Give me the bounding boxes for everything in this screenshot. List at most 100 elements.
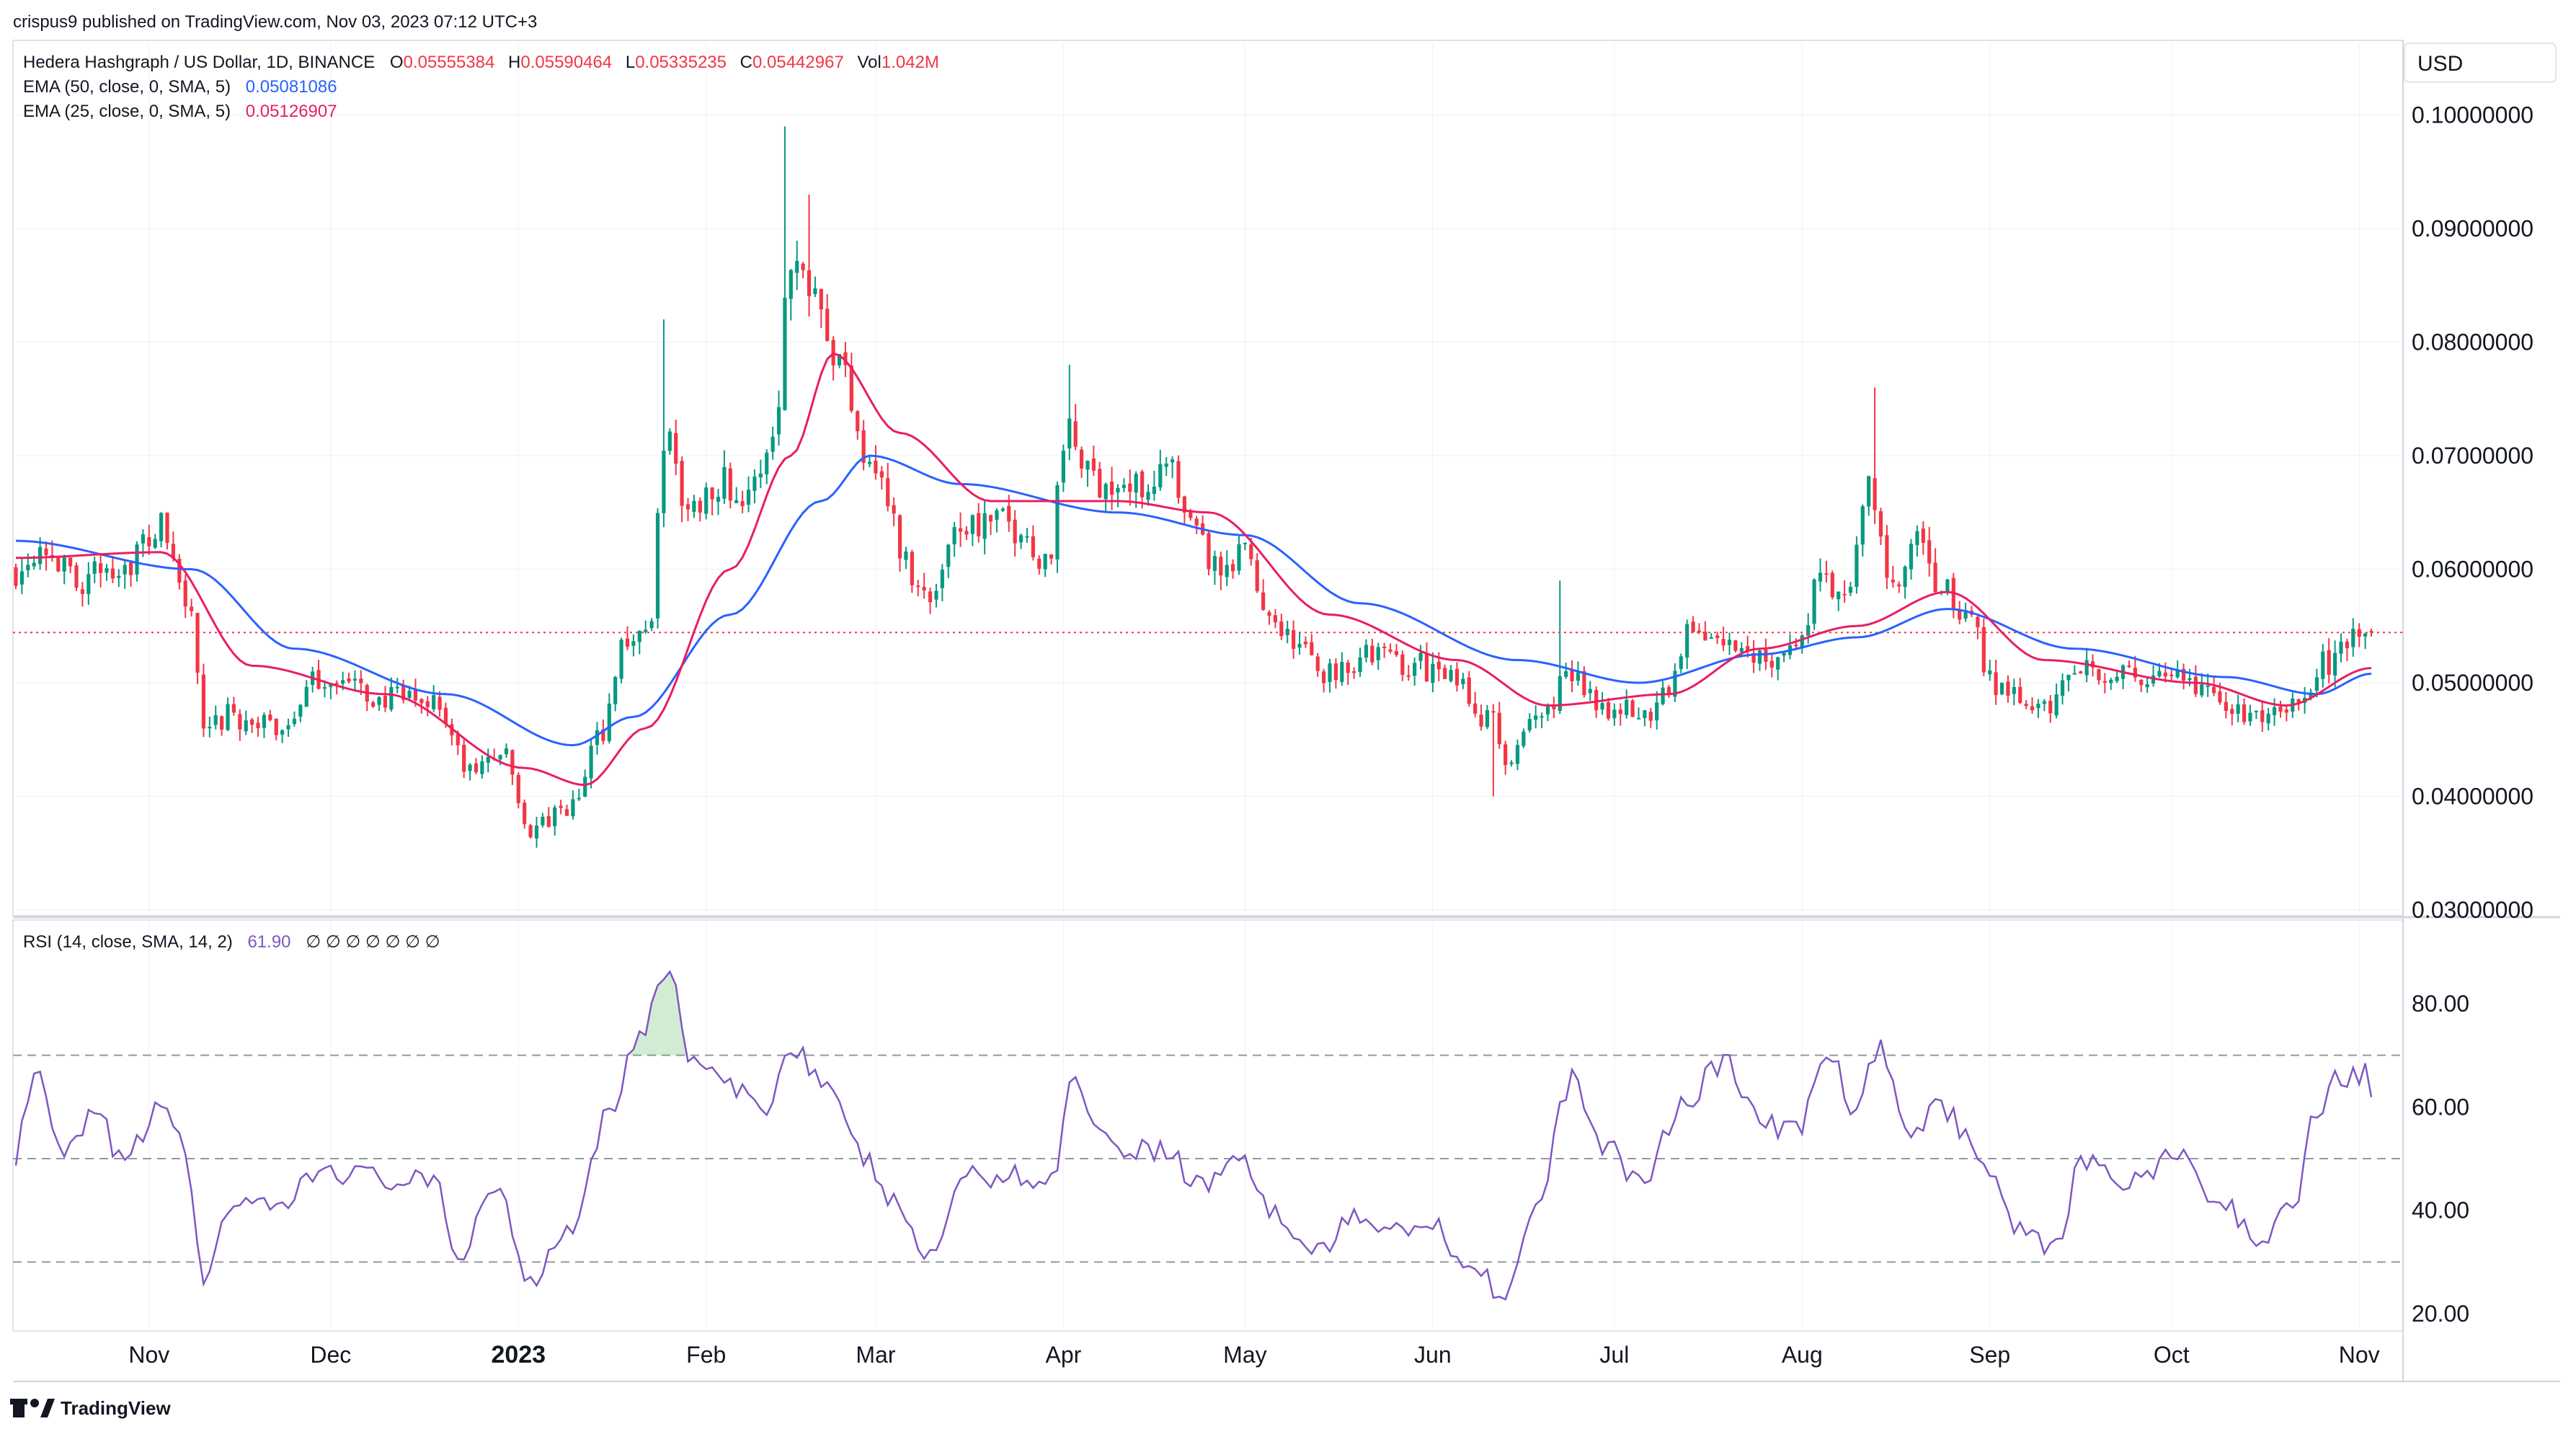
candle-body xyxy=(2175,670,2180,678)
candle-body xyxy=(1994,672,1998,696)
candle-body xyxy=(1666,687,1671,695)
time-tick-label-3: Feb xyxy=(686,1342,726,1368)
candle-body xyxy=(1540,716,1544,718)
candle-body xyxy=(371,702,376,707)
candle-body xyxy=(849,366,853,411)
candle-body xyxy=(474,763,479,773)
candle-body xyxy=(401,685,406,700)
candle-body xyxy=(1261,592,1266,610)
time-axis: Nov Dec 2023 Feb Mar Apr May Jun Jul Aug Sep Oct Nov xyxy=(128,1341,2379,1368)
candle-body xyxy=(190,606,194,611)
candle-body xyxy=(1073,421,1078,447)
candle-body xyxy=(443,707,448,725)
price-tick-label-4: 0.06000000 xyxy=(2412,557,2533,583)
price-tick-label-6: 0.04000000 xyxy=(2412,784,2533,810)
currency-button[interactable]: USD xyxy=(2404,43,2557,83)
open-label: O xyxy=(390,53,404,72)
candle-body xyxy=(286,725,290,730)
candle-body xyxy=(1249,544,1253,559)
currency-button-label[interactable]: USD xyxy=(2417,52,2463,76)
candle-body xyxy=(1751,652,1756,663)
candle-body xyxy=(2272,707,2277,715)
candle-body xyxy=(722,466,727,499)
time-tick-label-11: Oct xyxy=(2154,1342,2190,1368)
candle-body xyxy=(135,544,139,575)
candle-body xyxy=(432,695,436,709)
candle-body xyxy=(2218,691,2222,703)
candle-body xyxy=(1836,591,1841,600)
candle-body xyxy=(1091,458,1096,471)
price-axis: 0.10000000 0.09000000 0.08000000 0.07000000… xyxy=(2412,102,2533,924)
candle-body xyxy=(419,699,424,704)
candle-body xyxy=(1661,687,1665,704)
candle-body xyxy=(2236,704,2240,714)
candle-body xyxy=(758,473,763,478)
candle-body xyxy=(1079,449,1084,469)
candle-body xyxy=(2139,679,2144,686)
candle-body xyxy=(892,505,896,514)
candle-body xyxy=(2211,686,2216,694)
time-tick-label-7: Jun xyxy=(1414,1342,1452,1368)
candle-body xyxy=(516,774,520,804)
time-tick-label-4: Mar xyxy=(856,1342,895,1368)
candle-body xyxy=(1279,621,1284,637)
candle-body xyxy=(2314,677,2319,691)
candle-body xyxy=(704,487,709,514)
candle-body xyxy=(1558,676,1562,712)
candle-body xyxy=(1636,717,1641,720)
candle-body xyxy=(1491,711,1496,713)
candle-body xyxy=(220,716,224,730)
candle-body xyxy=(1303,642,1308,645)
candle-body xyxy=(413,689,418,701)
currency-button-bg[interactable] xyxy=(2404,43,2557,83)
candle-body xyxy=(2363,633,2368,637)
candle-body xyxy=(546,815,551,827)
candle-body xyxy=(2321,651,2325,679)
candle-body xyxy=(1824,573,1829,575)
candle-body xyxy=(1746,646,1750,651)
candle-body xyxy=(1545,706,1550,714)
candle-body xyxy=(2266,713,2270,724)
candle-body xyxy=(946,544,951,567)
candle-body xyxy=(74,565,79,588)
candle-body xyxy=(1794,645,1798,647)
candle-body xyxy=(1237,544,1241,571)
candle-body xyxy=(1122,485,1126,488)
candle-body xyxy=(1067,418,1072,448)
candle-body xyxy=(347,678,351,682)
candle-body xyxy=(1933,562,1937,593)
candle-body xyxy=(928,591,933,603)
rsi-tick-label-1: 60.00 xyxy=(2412,1094,2469,1120)
candle-body xyxy=(1400,654,1405,676)
candle-body xyxy=(867,461,872,464)
candle-body xyxy=(244,720,248,732)
candle-body xyxy=(1769,660,1774,668)
candle-body xyxy=(1467,677,1471,704)
time-tick-label-12: Nov xyxy=(2339,1342,2380,1368)
candle-body xyxy=(577,797,581,800)
candle-body xyxy=(1189,512,1193,518)
candle-body xyxy=(262,714,267,728)
candle-body xyxy=(1630,700,1635,717)
candle-body xyxy=(56,557,61,572)
candle-body xyxy=(1739,648,1744,652)
candle-body xyxy=(1454,668,1460,686)
candle-body xyxy=(147,536,151,547)
candle-body xyxy=(1582,671,1586,696)
candle-body xyxy=(1255,560,1259,591)
candle-body xyxy=(776,407,781,435)
time-tick-label-9: Aug xyxy=(1782,1342,1823,1368)
candle-body xyxy=(874,460,878,474)
candle-body xyxy=(359,678,363,683)
candle-body xyxy=(655,513,660,619)
candle-body xyxy=(1158,464,1163,487)
candle-body xyxy=(2042,701,2046,704)
candle-body xyxy=(1134,474,1138,493)
rsi-extras: ∅ ∅ ∅ ∅ ∅ ∅ ∅ xyxy=(306,932,440,952)
candle-body xyxy=(1715,635,1720,639)
candle-body xyxy=(988,515,993,522)
candle-body xyxy=(1915,531,1919,545)
candle-body xyxy=(1618,709,1622,714)
candle-body xyxy=(625,638,630,647)
